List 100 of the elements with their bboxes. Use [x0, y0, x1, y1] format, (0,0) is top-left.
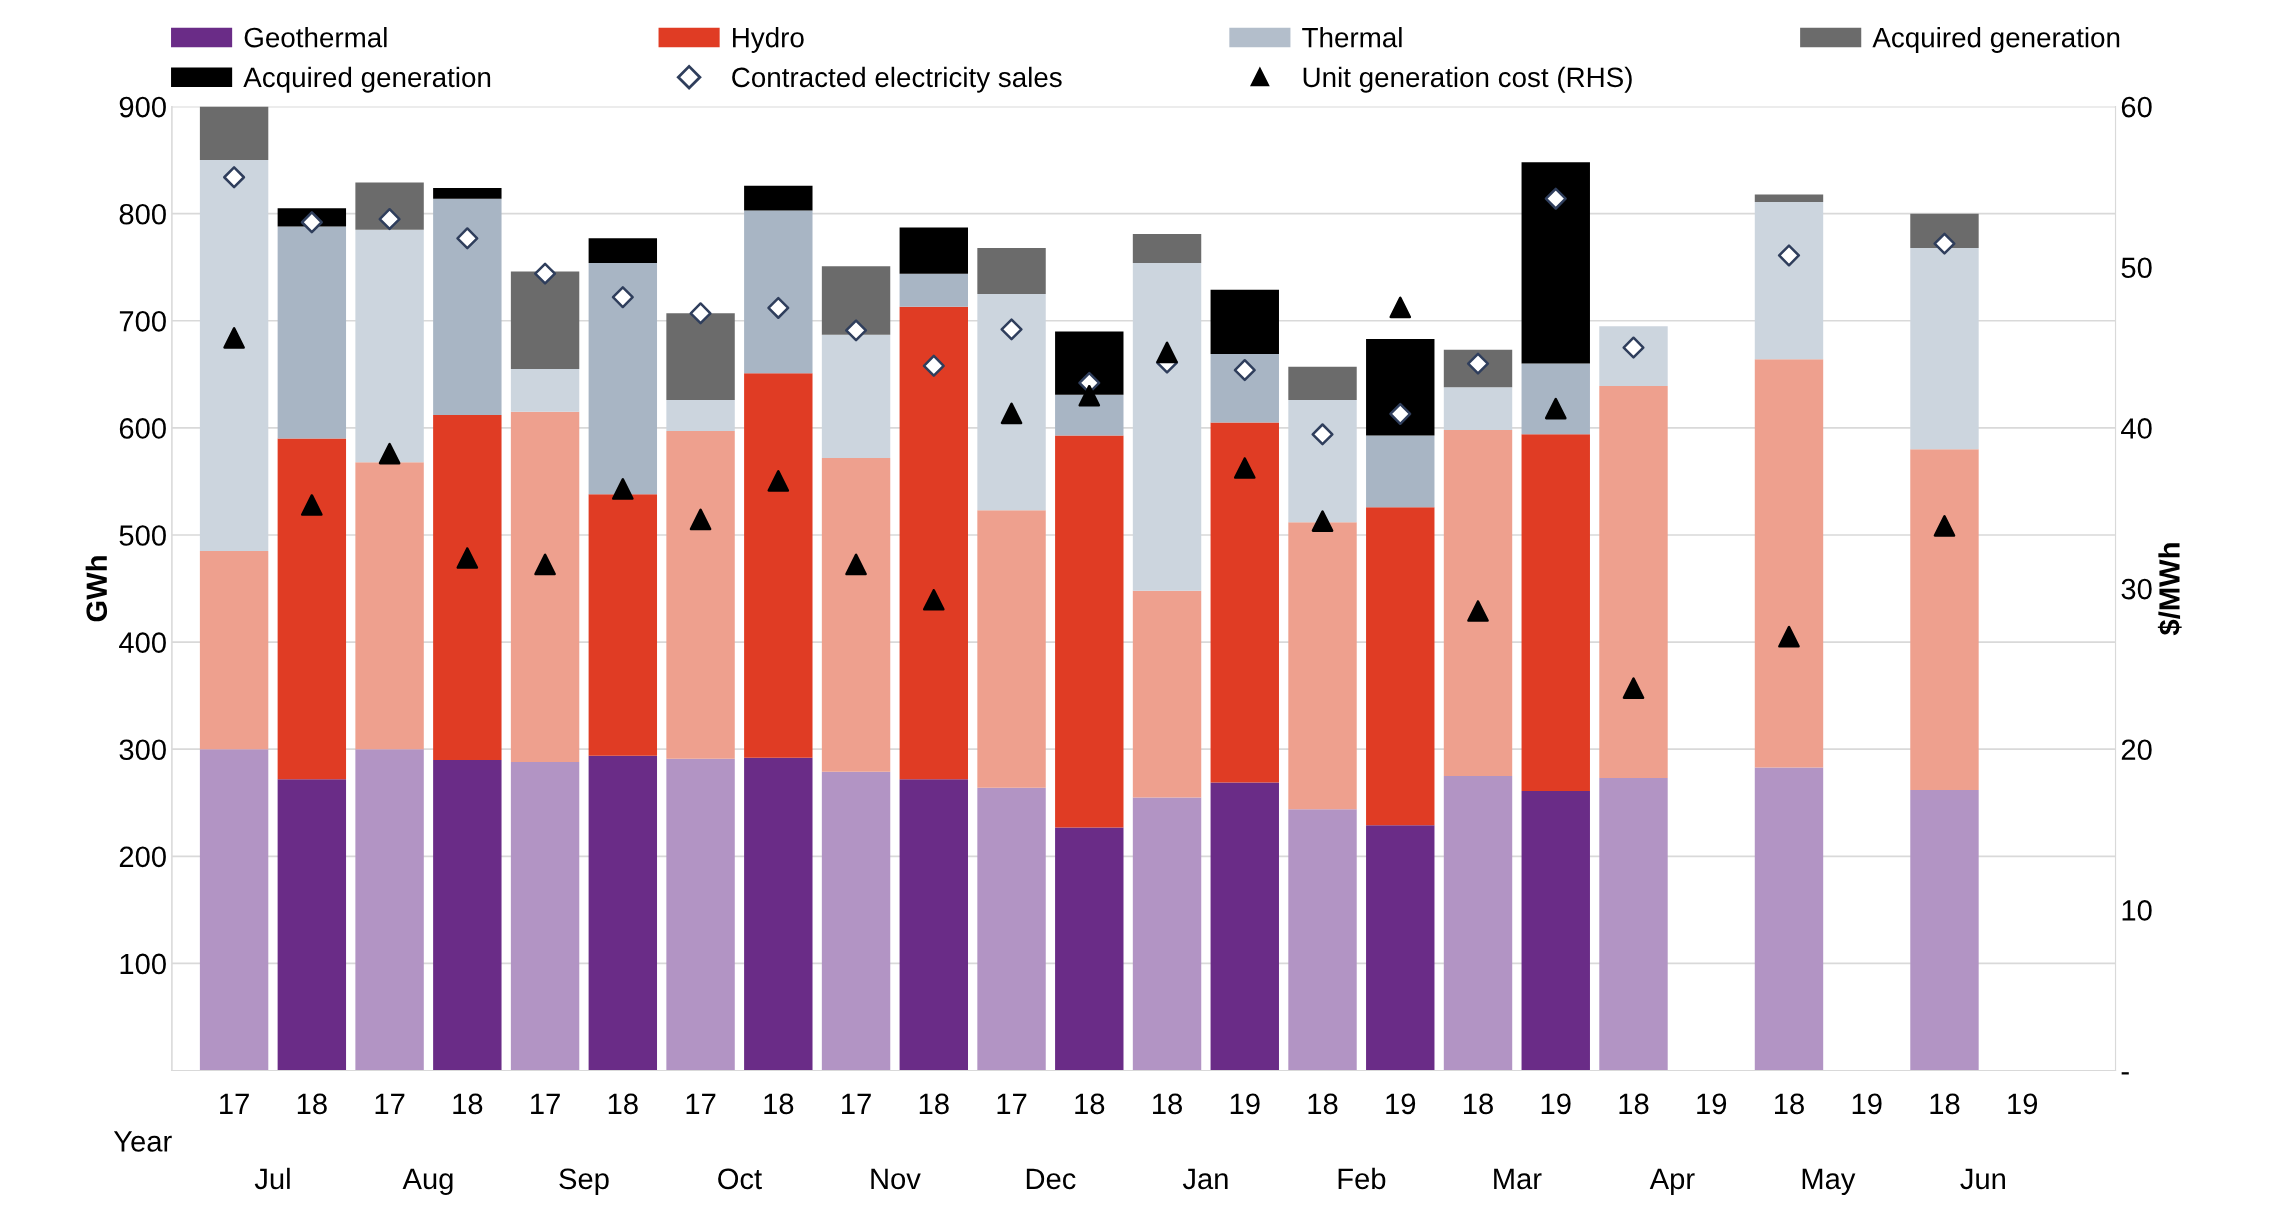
- bar: [1055, 394, 1124, 436]
- y2-axis-title: $/MWh: [2157, 543, 2182, 636]
- point: [1544, 187, 1567, 210]
- text: Jan: [1182, 1168, 1228, 1190]
- point: [1467, 600, 1489, 622]
- y-tick-label: 100: [120, 953, 166, 975]
- point: [1778, 625, 1800, 648]
- bar: [355, 182, 424, 230]
- bar: [355, 229, 424, 463]
- text: Nov: [871, 1168, 921, 1190]
- bar: [199, 160, 269, 552]
- x-tick-label: 17: [686, 1093, 716, 1114]
- point: [456, 547, 479, 569]
- bar: [433, 415, 502, 760]
- bar: [1443, 430, 1513, 776]
- point: [223, 327, 245, 349]
- point: [1389, 402, 1412, 426]
- x-tick-label: 17: [375, 1093, 405, 1114]
- bar: [1521, 434, 1590, 791]
- bar: [666, 431, 735, 759]
- bar: [744, 757, 813, 1071]
- point: [1156, 341, 1178, 364]
- point: [1233, 457, 1256, 479]
- point: [534, 262, 557, 285]
- bar: [1288, 400, 1357, 523]
- bar: [1210, 289, 1279, 354]
- bar: [1055, 827, 1124, 1071]
- bar: [1599, 778, 1668, 1071]
- y-tick-label: 700: [119, 310, 166, 332]
- bar: [1521, 162, 1590, 364]
- bar: [977, 510, 1046, 788]
- bar: [510, 271, 580, 369]
- x-tick-label: 17: [220, 1093, 249, 1114]
- bar: [899, 227, 969, 274]
- y-tick-label: 500: [119, 525, 166, 546]
- bar: [1288, 366, 1357, 401]
- y2-tick-label: 10: [2122, 900, 2152, 921]
- bar: [666, 313, 735, 401]
- bar: [1599, 326, 1668, 387]
- x-tick-label: 18: [297, 1093, 327, 1115]
- bar: [433, 198, 502, 416]
- point: [1078, 384, 1101, 407]
- y2-tick-label: 20: [2121, 739, 2152, 761]
- bar: [510, 762, 580, 1071]
- point: [767, 296, 790, 319]
- point: [378, 442, 401, 465]
- x-tick-label: 18: [608, 1093, 638, 1115]
- x-tick-label: 17: [997, 1093, 1027, 1114]
- bar: [977, 787, 1046, 1071]
- point: [611, 286, 634, 309]
- bar: [588, 262, 658, 495]
- bar: [1910, 213, 1979, 248]
- bar: [821, 457, 891, 772]
- bar: [977, 294, 1046, 511]
- bar: [666, 400, 735, 432]
- point: [223, 166, 246, 189]
- bar: [199, 106, 269, 161]
- point: [378, 207, 401, 231]
- bar: [899, 779, 969, 1071]
- x-tick-label: 18: [453, 1093, 483, 1115]
- text: Feb: [1338, 1167, 1386, 1190]
- y2-tick-label: 40: [2121, 418, 2152, 439]
- bar: [899, 273, 969, 307]
- y2-tick-label: -: [2121, 1072, 2129, 1075]
- y-tick-label: 600: [119, 418, 166, 439]
- bar: [1521, 363, 1590, 435]
- point: [767, 470, 790, 492]
- y-tick-label: 800: [119, 203, 166, 225]
- bar: [1132, 262, 1202, 591]
- y-tick-label: 900: [119, 96, 166, 118]
- point: [1311, 423, 1334, 446]
- y-tick-label: 300: [119, 739, 166, 761]
- point: [301, 494, 323, 516]
- point: [922, 354, 945, 377]
- bar: [821, 771, 891, 1071]
- text: Apr: [1649, 1168, 1695, 1195]
- bar: [821, 266, 891, 335]
- bar: [510, 411, 580, 763]
- bar: [1521, 790, 1590, 1071]
- y-tick-label: 400: [119, 632, 166, 653]
- point: [689, 302, 712, 325]
- bar: [1132, 797, 1202, 1071]
- bar: [355, 462, 424, 750]
- text: Sep: [559, 1168, 609, 1195]
- bar: [277, 438, 347, 780]
- point: [300, 211, 323, 234]
- text: Aug: [402, 1168, 453, 1195]
- x-tick-label: 18: [1930, 1093, 1960, 1115]
- bar: [588, 238, 658, 263]
- x-tick-label: 18: [1464, 1093, 1493, 1115]
- bar: [1288, 522, 1357, 810]
- bar: [1910, 449, 1979, 790]
- bar: [199, 551, 269, 750]
- x-tick-label: 18: [764, 1093, 794, 1115]
- bar: [1132, 590, 1202, 798]
- x-tick-label: 18: [919, 1093, 949, 1115]
- legend-label: Geothermal: [244, 27, 387, 48]
- text: Dec: [1026, 1168, 1076, 1190]
- bar: [1366, 507, 1435, 826]
- bar: [821, 334, 891, 458]
